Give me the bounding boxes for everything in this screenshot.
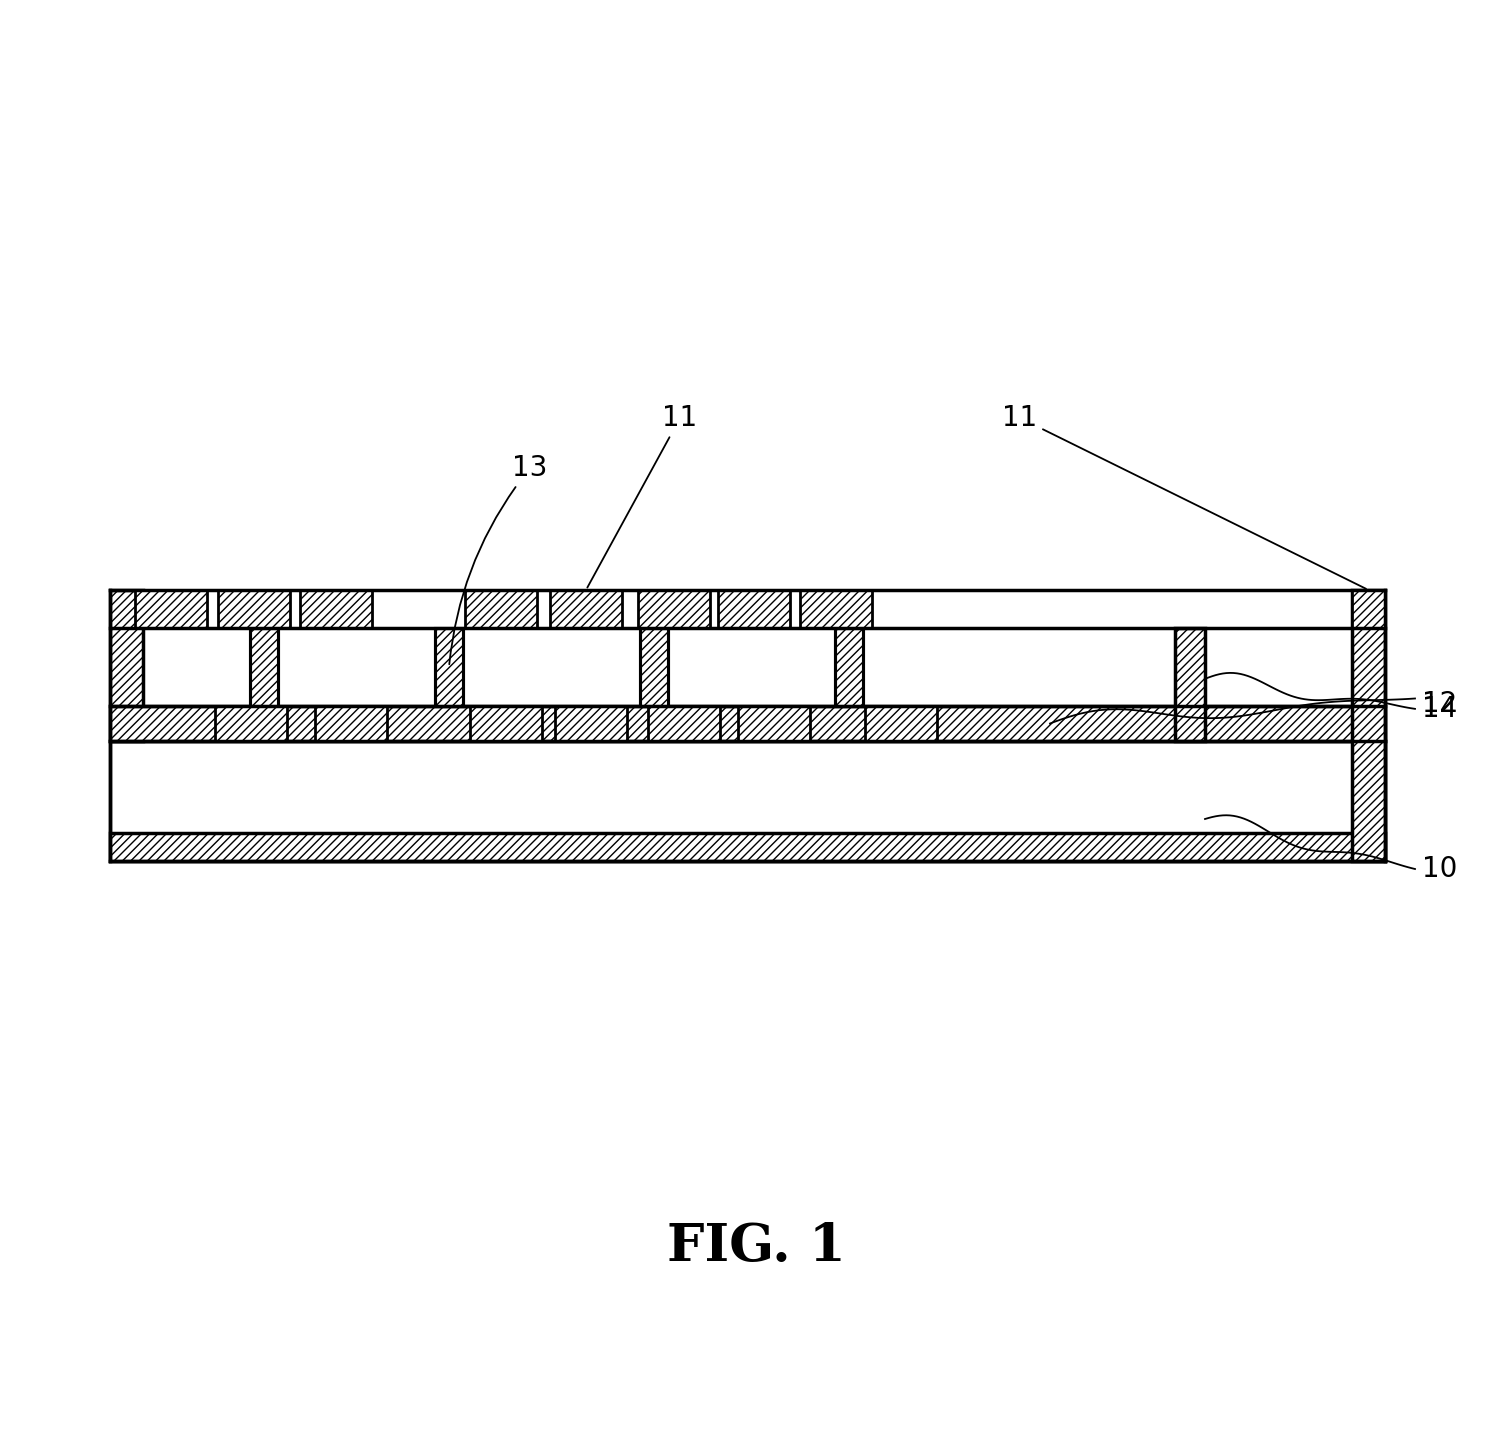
Bar [134,590,207,628]
Bar [435,628,462,707]
Bar [737,707,810,741]
Bar [638,590,710,628]
Bar [836,628,863,707]
Bar [718,590,790,628]
Bar [648,707,721,741]
Bar [215,707,287,741]
Bar [110,833,1386,862]
Bar [864,707,937,741]
Bar [1352,590,1386,862]
Bar [110,590,144,741]
Text: 12: 12 [1422,689,1457,718]
Bar [110,741,1386,862]
Bar [1352,590,1386,628]
Bar [465,590,536,628]
Bar [470,707,542,741]
Text: 14: 14 [1422,695,1457,722]
Bar [218,590,290,628]
Bar [110,707,1386,741]
Text: 11: 11 [1002,404,1366,589]
Text: 10: 10 [1422,854,1458,883]
Bar [799,590,872,628]
Bar [1176,628,1204,741]
Bar [550,590,623,628]
Bar [314,707,387,741]
Bar [555,707,627,741]
Text: 11: 11 [588,404,698,587]
Bar [301,590,372,628]
Bar [641,628,668,707]
Text: 13: 13 [449,454,547,665]
Bar [249,628,278,707]
Text: FIG. 1: FIG. 1 [666,1221,845,1271]
